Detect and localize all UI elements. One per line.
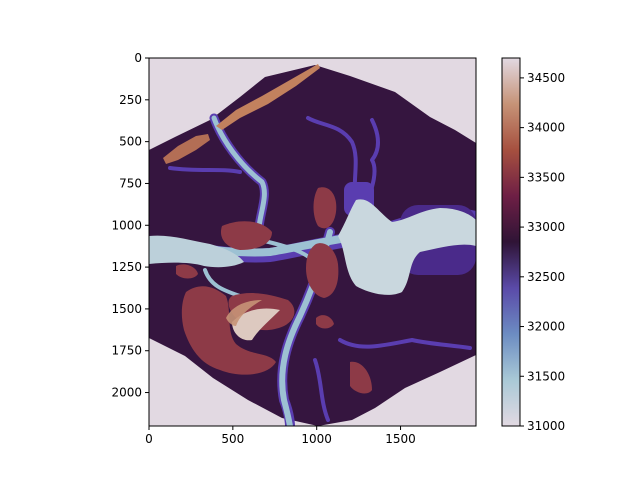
colorbar-tick-label: 32500	[527, 270, 565, 284]
colorbar: 31000 31500 32000 32500 33000 33500 34000 34500	[501, 57, 565, 433]
colorbar-ticks: 31000 31500 32000 32500 33000 33500 34000 34500	[520, 71, 565, 433]
x-tick-label: 0	[145, 432, 153, 446]
x-axis: 0 500 1000 1500	[145, 426, 416, 446]
wide-water-west	[149, 235, 244, 268]
ridge-top-left-2	[163, 134, 210, 164]
plot-frame	[148, 57, 477, 427]
x-tick-label: 500	[221, 432, 244, 446]
y-tick-label: 750	[119, 176, 142, 190]
y-tick-label: 2000	[111, 386, 142, 400]
colorbar-tick-label: 33000	[527, 220, 565, 234]
y-axis: 0 250 500 750 1000 1250 1500 1750 2000	[111, 51, 149, 400]
heatmap	[148, 57, 477, 427]
colorbar-tick-label: 34000	[527, 121, 565, 135]
y-tick-label: 500	[119, 135, 142, 149]
wide-water	[338, 199, 476, 295]
colorbar-tick-label: 31500	[527, 369, 565, 383]
peak-south-west	[232, 308, 280, 341]
ridge-top-left	[216, 64, 320, 130]
y-tick-label: 0	[134, 51, 142, 65]
x-tick-label: 1500	[385, 432, 416, 446]
colorbar-tick-label: 31000	[527, 419, 565, 433]
y-tick-label: 1750	[111, 344, 142, 358]
colorbar-tick-label: 33500	[527, 170, 565, 184]
colorbar-tick-label: 32000	[527, 320, 565, 334]
y-tick-label: 1500	[111, 302, 142, 316]
y-tick-label: 1250	[111, 260, 142, 274]
y-tick-label: 250	[119, 93, 142, 107]
x-tick-label: 1000	[301, 432, 332, 446]
highlands	[176, 187, 372, 394]
y-tick-label: 1000	[111, 218, 142, 232]
heatmap-field	[149, 64, 476, 426]
colorbar-bar	[501, 57, 521, 427]
colorbar-tick-label: 34500	[527, 71, 565, 85]
peak-south-west-halo	[226, 300, 262, 326]
